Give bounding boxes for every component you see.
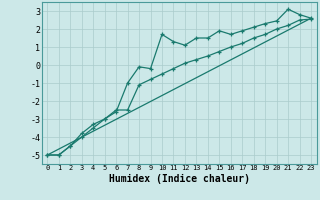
X-axis label: Humidex (Indice chaleur): Humidex (Indice chaleur)	[109, 174, 250, 184]
